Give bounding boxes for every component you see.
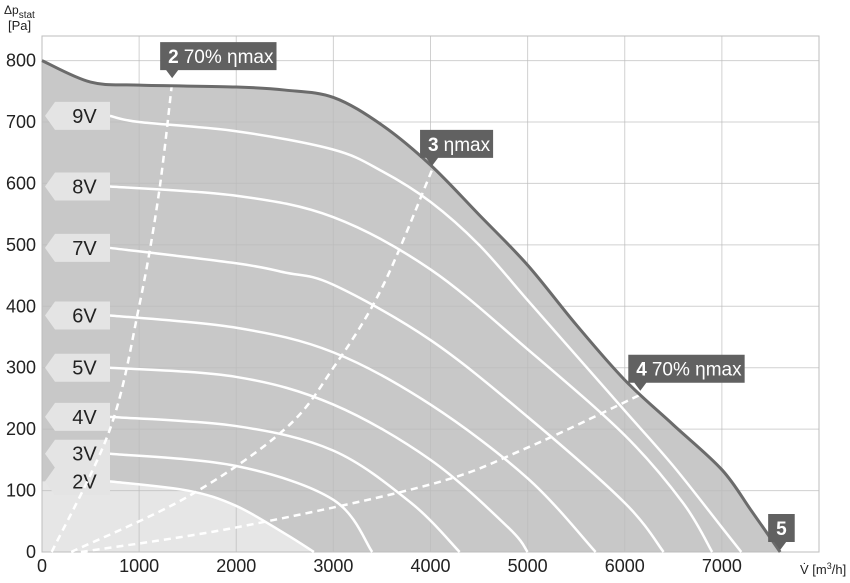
y-tick-label: 100: [6, 481, 36, 501]
y-label-symbol: Δp: [4, 3, 19, 17]
speed-curve: [109, 366, 529, 553]
speed-tag: [45, 467, 110, 496]
tag-number: 5: [776, 519, 787, 540]
efficiency-line: [70, 169, 434, 554]
tag-number: 3: [428, 135, 439, 156]
x-label-power: 3: [827, 561, 832, 571]
tag-text: ηmax: [444, 135, 491, 156]
speed-tag: [45, 353, 110, 382]
tag-box: [628, 354, 745, 391]
y-tick-label: 400: [6, 296, 36, 316]
x-label-symbol: V̇: [800, 562, 809, 577]
speed-curve: [109, 246, 665, 553]
efficiency-line: [50, 81, 174, 553]
tag-text: 70% ηmax: [184, 47, 274, 68]
y-tick-label: 700: [6, 112, 36, 132]
speed-label: 8V: [72, 177, 97, 199]
x-tick-label: 1000: [119, 556, 159, 576]
speed-label: 5V: [72, 358, 97, 380]
speed-tag: [45, 439, 110, 468]
y-axis-label: Δpstat: [4, 3, 35, 21]
speed-curve: [109, 452, 374, 553]
tag-box: [420, 129, 494, 166]
y-tick-label: 500: [6, 235, 36, 255]
tag-number: 4: [636, 360, 647, 381]
speed-tag: [45, 233, 110, 262]
tag-label: 5: [776, 519, 787, 540]
plot-frame: [41, 35, 820, 553]
tag-label: 3 ηmax: [428, 135, 491, 156]
y-tick-label: 800: [6, 51, 36, 71]
efficiency-line: [80, 393, 641, 554]
x-tick-label: 7000: [702, 556, 742, 576]
y-tick-label: 600: [6, 173, 36, 193]
speed-curve: [109, 114, 743, 553]
speed-curve: [109, 314, 597, 553]
speed-curve: [109, 415, 461, 553]
marker-tag: 5: [768, 514, 795, 550]
x-tick-label: 3000: [313, 556, 353, 576]
marker-tag: 4 70% ηmax: [628, 354, 745, 391]
marker-tag: 3 ηmax: [420, 129, 494, 166]
x-label-unit-end: /h]: [832, 562, 846, 577]
speed-label: 6V: [72, 306, 97, 328]
envelope-line: [41, 59, 782, 553]
x-label-unit: [m: [812, 562, 826, 577]
y-tick-label: 0: [26, 542, 36, 562]
marker-tag: 2 70% ηmax: [160, 42, 277, 79]
y-label-subscript: stat: [19, 10, 35, 21]
x-axis-label: V̇ [m3/h]: [800, 561, 846, 577]
speed-tag: [45, 172, 110, 201]
speed-curve: [109, 185, 714, 553]
tag-box: [160, 42, 277, 79]
y-axis-unit: [Pa]: [8, 18, 31, 33]
speed-label: 4V: [72, 407, 97, 429]
tag-number: 2: [168, 47, 179, 68]
tag-label: 4 70% ηmax: [636, 360, 742, 381]
tag-box: [768, 514, 795, 550]
y-tick-label: 300: [6, 358, 36, 378]
speed-label: 3V: [72, 444, 97, 466]
speed-tag: [45, 402, 110, 431]
x-tick-label: 6000: [605, 556, 645, 576]
y-tick-label: 200: [6, 419, 36, 439]
x-tick-label: 5000: [508, 556, 548, 576]
speed-label: 7V: [72, 238, 97, 260]
speed-label: 9V: [72, 106, 97, 128]
speed-curve: [109, 480, 315, 554]
x-tick-label: 0: [37, 556, 47, 576]
x-tick-label: 4000: [410, 556, 450, 576]
tag-text: 70% ηmax: [652, 360, 742, 381]
speed-tag: [45, 101, 110, 130]
x-tick-label: 2000: [216, 556, 256, 576]
speed-label: 2V: [72, 471, 97, 493]
tag-label: 2 70% ηmax: [168, 47, 274, 68]
speed-tag: [45, 301, 110, 330]
